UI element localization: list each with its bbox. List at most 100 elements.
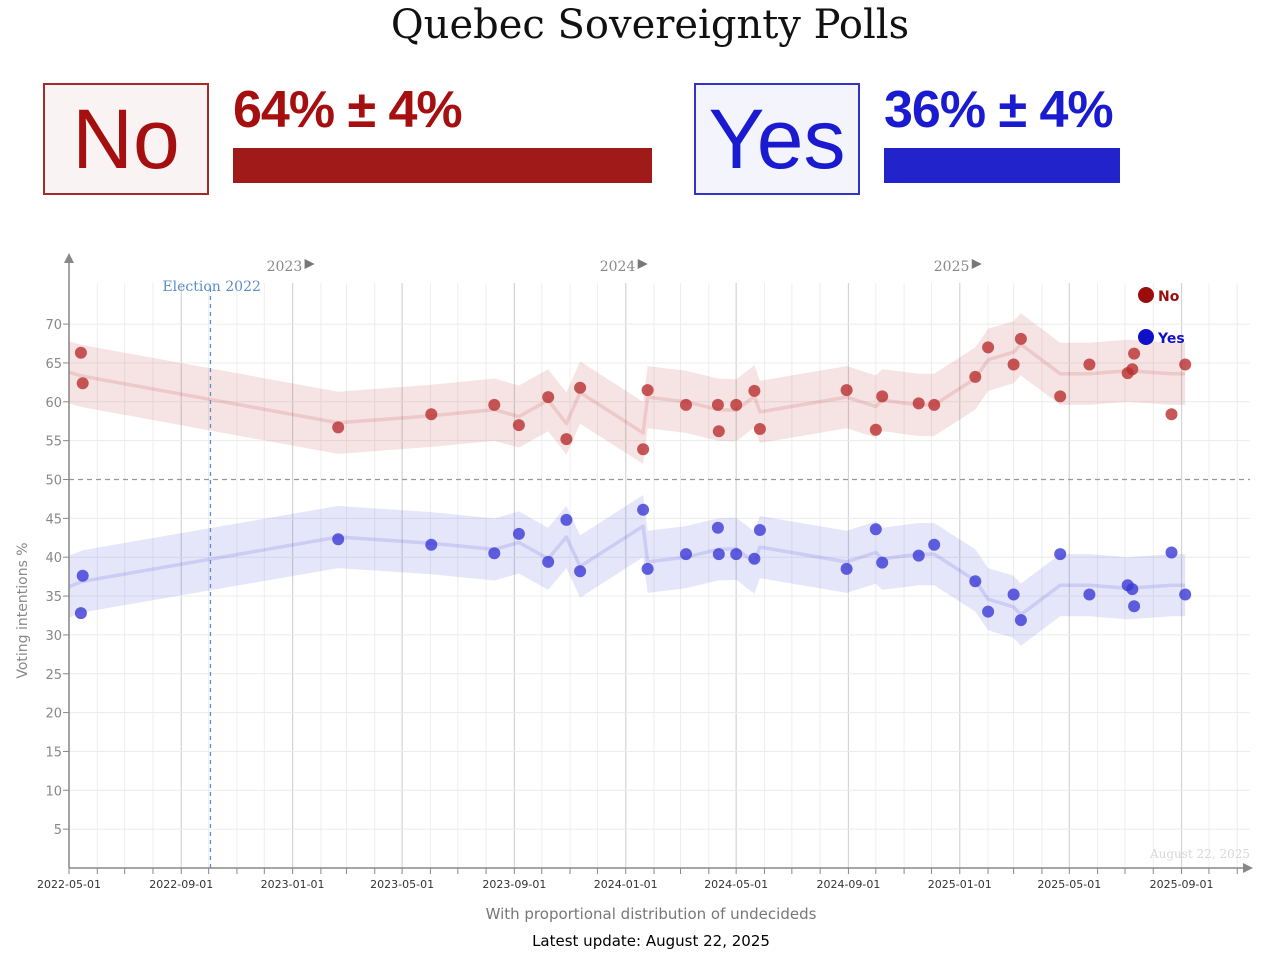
poll-point-no [730, 398, 743, 411]
poll-point-no [876, 390, 889, 403]
latest-update-label: Latest update: [532, 932, 642, 950]
yes-label-box: Yes [694, 83, 860, 195]
latest-update-date: August 22, 2025 [645, 932, 770, 950]
poll-point-no [753, 423, 766, 435]
poll-point-yes [488, 547, 501, 560]
poll-point-yes [748, 552, 761, 565]
legend-dot-yes [1138, 329, 1154, 346]
poll-point-no [1014, 332, 1027, 345]
latest-update: Latest update: August 22, 2025 [0, 932, 1278, 950]
poll-point-no [560, 433, 573, 446]
year-arrow-icon [304, 259, 315, 270]
y-tick-label: 45 [45, 512, 62, 527]
y-axis-arrow-icon [64, 253, 74, 264]
no-label-box: No [43, 83, 209, 195]
chart-subtitle: With proportional distribution of undeci… [485, 905, 817, 923]
yes-percentage: 36% ± 4% [884, 81, 1114, 139]
x-tick-label: 2024-05-01 [704, 878, 768, 891]
poll-point-no [928, 398, 941, 411]
poll-point-yes [912, 549, 925, 562]
poll-points [74, 332, 1192, 627]
year-label-2025: 2025 [934, 259, 970, 275]
y-tick-label: 70 [45, 318, 62, 333]
legend: No Yes [1138, 287, 1185, 347]
poll-point-yes [730, 548, 743, 561]
poll-point-no [748, 384, 761, 397]
x-tick-label: 2022-09-01 [149, 878, 213, 891]
y-tick-label: 35 [45, 590, 62, 605]
poll-point-yes [74, 607, 87, 620]
y-axis-label: Voting intentions % [15, 542, 31, 678]
reference-lines: Election 2022 [69, 279, 1250, 868]
poll-point-yes [332, 533, 345, 546]
x-tick-label: 2025-09-01 [1150, 878, 1214, 891]
poll-point-no [869, 423, 882, 436]
y-tick-label: 30 [45, 629, 62, 644]
poll-point-no [1179, 358, 1192, 371]
y-tick-label: 65 [45, 357, 62, 372]
poll-point-no [641, 384, 654, 397]
x-tick-label: 2025-05-01 [1037, 878, 1101, 891]
trend-line-no [68, 342, 1186, 435]
yes-percentage-bar [884, 148, 1120, 183]
poll-point-no [712, 425, 725, 438]
poll-point-no [74, 346, 87, 359]
poll-point-yes [1007, 588, 1020, 601]
y-tick-label: 25 [45, 668, 62, 683]
poll-point-yes [869, 523, 882, 536]
poll-point-no [969, 370, 982, 383]
poll-point-yes [1054, 548, 1067, 561]
x-tick-label: 2023-01-01 [261, 878, 325, 891]
poll-point-yes [680, 548, 692, 561]
poll-point-no [982, 341, 995, 354]
poll-point-yes [711, 521, 724, 534]
no-percentage: 64% ± 4% [233, 81, 463, 139]
poll-point-no [1128, 347, 1141, 360]
x-tick-label: 2025-01-01 [928, 878, 992, 891]
watermark-date: August 22, 2025 [1149, 847, 1250, 861]
y-tick-label: 10 [45, 784, 62, 799]
y-tick-label: 5 [54, 823, 62, 838]
yes-label: Yes [708, 91, 846, 186]
poll-point-no [574, 381, 587, 394]
legend-label-yes: Yes [1157, 331, 1185, 347]
page-title: Quebec Sovereignty Polls [390, 2, 910, 48]
poll-point-no [425, 408, 438, 421]
poll-point-yes [753, 524, 766, 536]
poll-point-no [76, 377, 89, 390]
poll-point-yes [712, 548, 725, 561]
no-percentage-bar [233, 148, 653, 183]
x-tick-label: 2023-09-01 [482, 878, 546, 891]
poll-point-no [542, 391, 555, 404]
x-tick-label: 2024-09-01 [816, 878, 880, 891]
year-label-2023: 2023 [267, 259, 303, 275]
grid [68, 283, 1250, 868]
poll-point-no [1165, 408, 1178, 421]
poll-point-no [1126, 363, 1139, 376]
election-label: Election 2022 [162, 279, 260, 295]
poll-point-yes [840, 562, 853, 575]
legend-dot-no [1138, 287, 1154, 304]
confidence-band-yes [69, 495, 1186, 646]
legend-label-no: No [1158, 289, 1180, 305]
x-tick-label: 2024-01-01 [594, 878, 658, 891]
poll-point-yes [512, 527, 525, 540]
poll-point-no [488, 398, 501, 411]
poll-point-yes [574, 565, 587, 578]
poll-point-yes [542, 555, 555, 568]
poll-point-yes [560, 513, 573, 526]
poll-point-yes [641, 562, 654, 575]
confidence-bands [69, 313, 1186, 646]
poll-point-no [637, 443, 650, 456]
poll-point-no [711, 398, 724, 411]
poll-point-yes [1126, 583, 1139, 596]
poll-point-yes [76, 569, 89, 582]
poll-point-yes [1128, 600, 1141, 613]
y-tick-label: 20 [45, 707, 62, 722]
poll-point-yes [982, 605, 995, 618]
poll-point-yes [928, 538, 941, 551]
x-tick-label: 2022-05-01 [37, 878, 101, 891]
y-tick-label: 15 [45, 745, 62, 760]
poll-point-yes [1014, 614, 1027, 627]
